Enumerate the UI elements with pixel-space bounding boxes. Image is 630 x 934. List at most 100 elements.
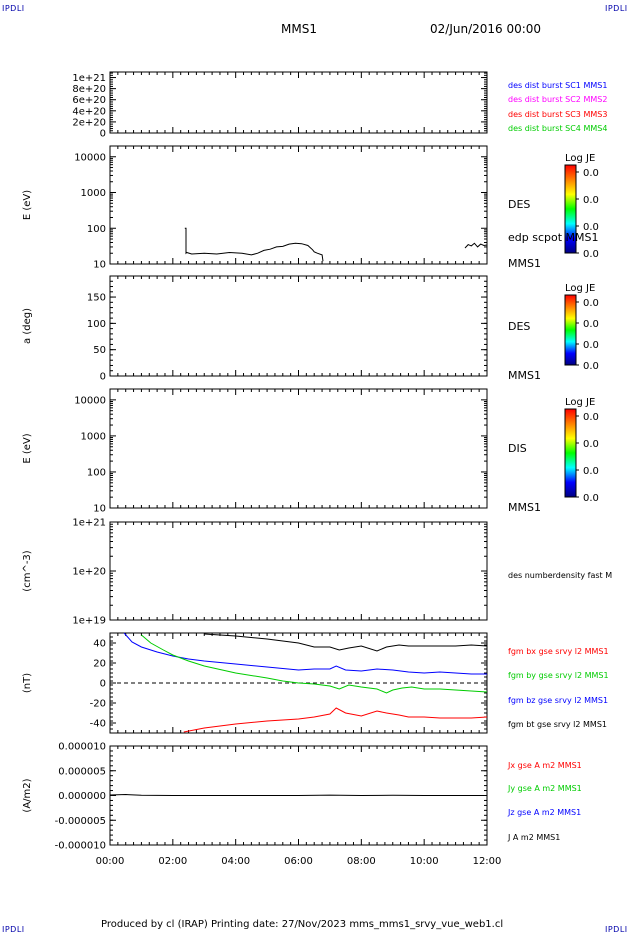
y-tick-label: 1e+20 [72,567,106,578]
y-tick-label: -20 [90,699,106,710]
series-line [123,632,487,675]
corner-label-bottom-left: IPDLI [2,925,25,934]
series-legend-label: MMS1 [508,369,541,382]
y-axis-label: E (eV) [22,433,33,463]
y-tick-label: 4e+20 [72,106,106,117]
y-tick-label: 1000 [81,188,106,199]
y-tick-label: 1e+21 [72,518,106,529]
colorbar [564,408,577,498]
panel-p4 [109,388,579,509]
x-tick-label: 00:00 [96,856,125,867]
colorbar-tick-label: 0.0 [583,249,599,260]
colorbar-tick-label: 0.0 [583,493,599,504]
x-tick-label: 10:00 [410,856,439,867]
y-tick-label: 0.000010 [58,742,106,753]
series-legend-label: fgm bx gse srvy l2 MMS1 [508,647,609,656]
colorbar-tick-label: 0.0 [583,412,599,423]
y-tick-label: 50 [93,345,106,356]
panel-p5 [109,521,488,621]
y-tick-label: 150 [87,293,106,304]
colorbar-tick-label: 0.0 [583,340,599,351]
y-tick-label: -0.000005 [55,816,106,827]
series-line [109,793,487,797]
y-tick-label: 0.000005 [58,766,106,777]
series-legend-label: MMS1 [508,501,541,514]
y-tick-label: -40 [90,719,106,730]
corner-label-top-right: IPDLI [605,4,628,13]
panel-frame [109,388,488,509]
y-tick-label: 10 [93,504,106,515]
colorbar-label: Log JE [565,397,595,408]
colorbar-tick-label: 0.0 [583,439,599,450]
colorbar-tick-label: 0.0 [583,466,599,477]
series-legend-label: fgm bz gse srvy l2 MMS1 [508,696,608,705]
colorbar [564,164,577,254]
spacecraft-title: MMS1 [281,22,317,36]
series-legend-label: MMS1 [508,257,541,270]
colorbar-tick-label: 0.0 [583,361,599,372]
series-line [464,242,488,249]
series-legend-label: DIS [508,442,527,455]
series-legend-label: DES [508,320,530,333]
y-tick-label: 100 [87,319,106,330]
colorbar-label: Log JE [565,283,595,294]
y-tick-label: 10 [93,260,106,271]
y-tick-label: 100 [87,224,106,235]
series-legend-label: Jx gse A m2 MMS1 [507,761,582,770]
y-axis-label: (cm^-3) [22,550,33,591]
series-legend-label: des numberdensity fast M [508,571,612,580]
series-legend-label: fgm bt gse srvy l2 MMS1 [508,720,607,729]
series-line [204,633,488,652]
y-tick-label: 40 [93,639,106,650]
panel-p7 [109,745,488,846]
colorbar [564,294,577,366]
panel-frame [109,275,488,377]
colorbar-label: Log JE [565,153,595,164]
series-legend-label: Jy gse A m2 MMS1 [507,784,582,793]
series-line [183,707,488,733]
series-legend-label: des dist burst SC2 MMS2 [508,95,607,104]
panel-frame [109,145,488,265]
x-tick-label: 08:00 [347,856,376,867]
y-tick-label: 2e+20 [72,117,106,128]
colorbar-tick-label: 0.0 [583,319,599,330]
y-axis-label: a (deg) [22,308,33,344]
y-tick-label: 0 [100,129,106,140]
y-tick-label: -0.000010 [55,841,106,852]
panel-p2 [109,145,579,265]
y-tick-label: 1000 [81,431,106,442]
series-legend-label: Jz gse A m2 MMS1 [507,808,581,817]
series-legend-label: edp scpot MMS1 [508,231,599,244]
y-tick-label: 20 [93,659,106,670]
y-tick-label: 0.000000 [58,791,106,802]
colorbar-tick-label: 0.0 [583,195,599,206]
y-tick-label: 0 [100,372,106,383]
y-tick-label: 1e+21 [72,73,106,84]
panel-frame [109,521,488,621]
panel-frame [109,71,488,134]
series-line [141,634,488,694]
x-tick-label: 02:00 [158,856,187,867]
panel-p3 [109,275,579,377]
y-axis-label: (A/m2) [22,778,33,812]
colorbar-tick-label: 0.0 [583,168,599,179]
corner-label-top-left: IPDLI [2,4,25,13]
series-legend-label: des dist burst SC1 MMS1 [508,81,607,90]
y-tick-label: 8e+20 [72,84,106,95]
series-legend-label: fgm by gse srvy l2 MMS1 [508,671,609,680]
colorbar-tick-label: 0.0 [583,298,599,309]
series-legend-label: des dist burst SC4 MMS4 [508,124,607,133]
y-tick-label: 0 [100,679,106,690]
colorbar-tick-label: 0.0 [583,222,599,233]
y-tick-label: 1e+19 [72,616,106,627]
y-tick-label: 6e+20 [72,95,106,106]
y-tick-label: 100 [87,467,106,478]
footer-credits: Produced by cl (IRAP) Printing date: 27/… [101,919,504,930]
y-tick-label: 10000 [74,152,106,163]
series-legend-label: DES [508,198,530,211]
y-tick-label: 10000 [74,395,106,406]
x-tick-label: 04:00 [221,856,250,867]
panel-p1 [109,71,488,134]
